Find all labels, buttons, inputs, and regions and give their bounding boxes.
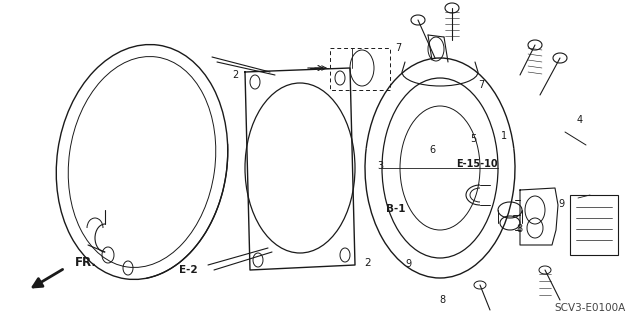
Text: 8: 8 [516, 224, 523, 234]
Text: E-15-10: E-15-10 [456, 159, 498, 169]
Text: 3: 3 [378, 161, 384, 171]
Text: SCV3-E0100A: SCV3-E0100A [554, 303, 626, 313]
Text: 7: 7 [478, 80, 484, 91]
Text: 7: 7 [395, 43, 401, 54]
Text: FR.: FR. [75, 256, 97, 269]
Text: 9: 9 [405, 259, 412, 269]
Text: 8: 8 [440, 295, 446, 305]
Text: 6: 6 [429, 145, 436, 155]
Text: 2: 2 [232, 70, 239, 80]
Text: 5: 5 [470, 134, 477, 144]
Text: B-1: B-1 [386, 204, 405, 214]
Text: 2: 2 [365, 258, 371, 268]
Text: E-2: E-2 [179, 264, 198, 275]
Text: 9: 9 [559, 198, 565, 209]
Text: 1: 1 [500, 130, 507, 141]
Text: 4: 4 [576, 115, 582, 125]
